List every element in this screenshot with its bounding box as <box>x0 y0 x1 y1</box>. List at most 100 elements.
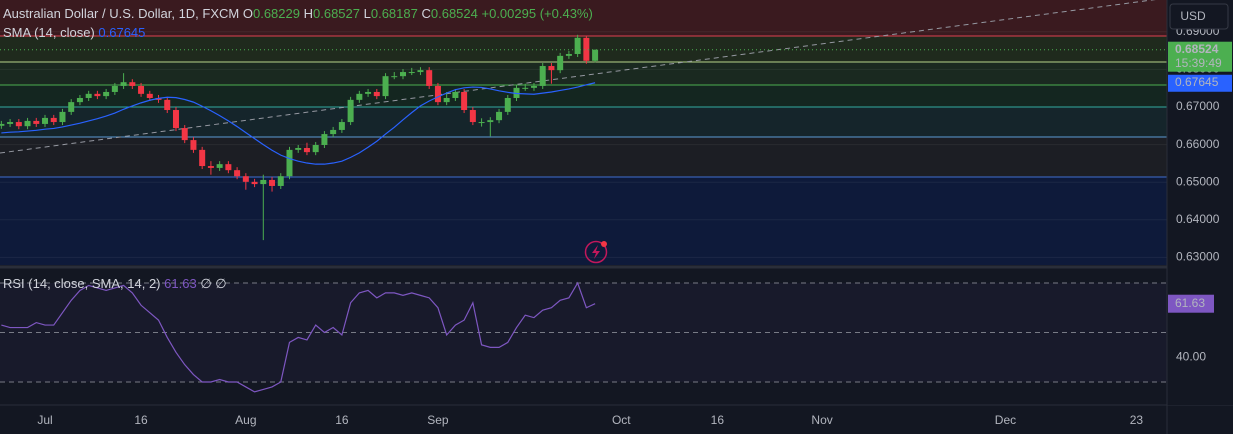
plot <box>0 31 1167 393</box>
candle-body <box>382 76 389 97</box>
candle-body <box>42 117 49 124</box>
sma-value: 0.67645 <box>98 25 145 40</box>
candle-body <box>530 85 537 88</box>
x-tick-label: 16 <box>335 413 349 427</box>
currency-button[interactable] <box>1169 3 1229 30</box>
candle-body <box>365 91 372 94</box>
candle-body <box>592 49 599 61</box>
candle-body <box>583 37 590 61</box>
x-tick-label: Sep <box>427 413 449 427</box>
x-tick-label: Oct <box>612 413 631 427</box>
sma-name: SMA (14, close) <box>3 25 95 40</box>
candle-body <box>129 82 136 86</box>
candle-body <box>574 37 581 54</box>
candle-body <box>303 147 310 153</box>
candle-body <box>548 66 555 71</box>
x-tick-label: Jul <box>37 413 52 427</box>
alert-bolt[interactable] <box>592 245 600 259</box>
ohlc-label: L <box>364 6 371 21</box>
candle-body <box>539 66 546 86</box>
x-tick-label: 16 <box>711 413 725 427</box>
zone <box>0 177 1167 265</box>
candle-body <box>234 170 241 177</box>
y-tick-label: 0.65000 <box>1176 174 1220 188</box>
alert-circle[interactable] <box>584 240 608 264</box>
close-value: 0.68524 <box>431 6 478 21</box>
candle-body <box>50 117 57 123</box>
candle-body <box>487 120 494 123</box>
y-tick-label: 40.00 <box>1176 349 1206 363</box>
rsi-legend: RSI (14, close, SMA, 14, 2) 61.63 ∅ ∅ <box>3 276 227 291</box>
candle-body <box>251 181 258 185</box>
candle-body <box>330 129 337 135</box>
price-label: 0.68524 <box>1175 42 1219 56</box>
candle-body <box>269 179 276 186</box>
candle-body <box>504 97 511 112</box>
candle-body <box>216 164 223 168</box>
rsi-name: RSI (14, close, SMA, 14, 2) <box>3 276 161 291</box>
candle-body <box>94 93 101 97</box>
candle-body <box>338 122 345 130</box>
candle-body <box>120 82 127 86</box>
candle-body <box>7 122 14 124</box>
sma-label: 0.67645 <box>1175 75 1219 89</box>
candle-body <box>286 149 293 177</box>
header: Australian Dollar / U.S. Dollar, 1D, FXC… <box>3 6 593 21</box>
zone <box>0 107 1167 137</box>
candle-body <box>434 85 441 103</box>
candle-body <box>426 70 433 86</box>
ohlc-label: C <box>421 6 430 21</box>
candle-body <box>172 110 179 129</box>
rsi-value: 61.63 <box>164 276 197 291</box>
rsi-line <box>1 281 596 393</box>
candle-body <box>33 120 40 124</box>
candle-body <box>164 99 171 111</box>
x-tick-label: Aug <box>235 413 256 427</box>
axis: 0.630000.640000.650000.660000.670000.680… <box>37 24 1232 427</box>
rsi-label: 61.63 <box>1175 296 1205 310</box>
zones <box>0 0 1167 265</box>
candle-body <box>347 99 354 123</box>
candle-body <box>373 91 380 97</box>
zone <box>0 0 1167 36</box>
sma-label-box <box>1168 74 1232 92</box>
candle-body <box>557 55 564 71</box>
y-tick-label: 0.63000 <box>1176 250 1220 264</box>
ohlc-label: O <box>243 6 253 21</box>
alert-dot[interactable] <box>601 241 607 247</box>
candle-body <box>399 72 406 77</box>
candle-body <box>321 134 328 145</box>
candle-body <box>146 93 153 98</box>
candle-body <box>496 111 503 121</box>
candle-body <box>443 97 450 103</box>
symbol: Australian Dollar / U.S. Dollar, 1D, FXC… <box>3 6 239 21</box>
candle-body <box>565 53 572 56</box>
candle-body <box>417 70 424 73</box>
candle-body <box>85 93 92 98</box>
candle-body <box>522 87 529 89</box>
candle-body <box>199 149 206 167</box>
candle-body <box>68 102 75 112</box>
candle-body <box>356 93 363 100</box>
alert-icon[interactable] <box>584 240 608 264</box>
currency[interactable]: USD <box>1180 9 1206 23</box>
candle-body <box>312 144 319 153</box>
candle-body <box>190 140 197 150</box>
candle-body <box>391 76 398 78</box>
candle-body <box>242 176 249 182</box>
candle-body <box>0 123 5 126</box>
candle-body <box>469 110 476 123</box>
x-tick-label: 23 <box>1130 413 1144 427</box>
candle-body <box>408 72 415 74</box>
candle-body <box>452 91 459 98</box>
sma-line <box>1 82 596 165</box>
sma-legend: SMA (14, close) 0.67645 <box>3 25 145 40</box>
candle-body <box>15 122 22 127</box>
candle-body <box>76 97 83 103</box>
x-tick-label: Nov <box>811 413 832 427</box>
zone <box>0 62 1167 85</box>
candle-body <box>138 85 145 94</box>
trend-line <box>0 0 1156 154</box>
candle-body <box>295 147 302 150</box>
